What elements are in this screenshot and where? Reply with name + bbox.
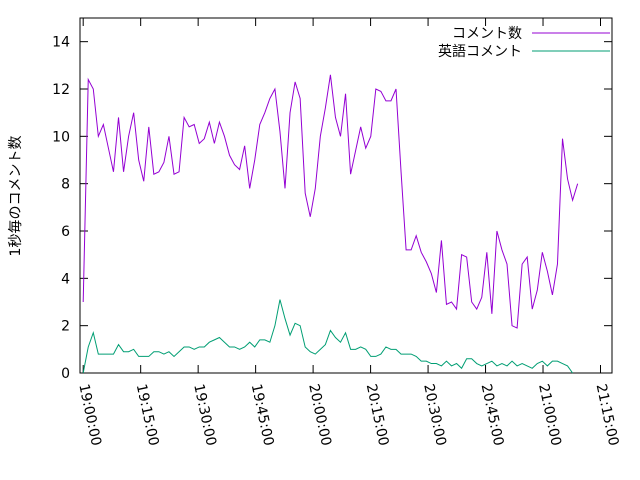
x-tick-label: 20:45:00 [478,383,507,448]
y-tick-label: 12 [52,82,70,98]
x-tick-label: 20:00:00 [305,383,334,448]
series-line [82,74,579,329]
y-tick-label: 2 [61,319,70,335]
plot-border [79,17,613,374]
x-tick-label: 19:00:00 [75,383,104,448]
y-axis-label: 1秒毎のコメント数 [8,136,24,257]
x-tick-label: 20:30:00 [420,383,449,448]
x-tick-label: 21:15:00 [593,383,622,448]
y-tick-label: 4 [61,271,70,287]
y-tick-label: 14 [52,35,70,51]
y-tick-label: 8 [61,177,70,193]
x-tick-label: 20:15:00 [363,383,392,448]
y-tick-label: 0 [61,366,70,382]
legend-label: 英語コメント [438,43,522,60]
series-line [82,299,573,374]
x-tick-label: 19:15:00 [133,383,162,448]
y-tick-label: 6 [61,224,70,240]
legend-label: コメント数 [452,26,522,42]
y-tick-label: 10 [52,129,70,145]
x-tick-label: 19:45:00 [248,383,277,448]
x-tick-label: 21:00:00 [535,383,564,448]
x-tick-label: 19:30:00 [190,383,219,448]
